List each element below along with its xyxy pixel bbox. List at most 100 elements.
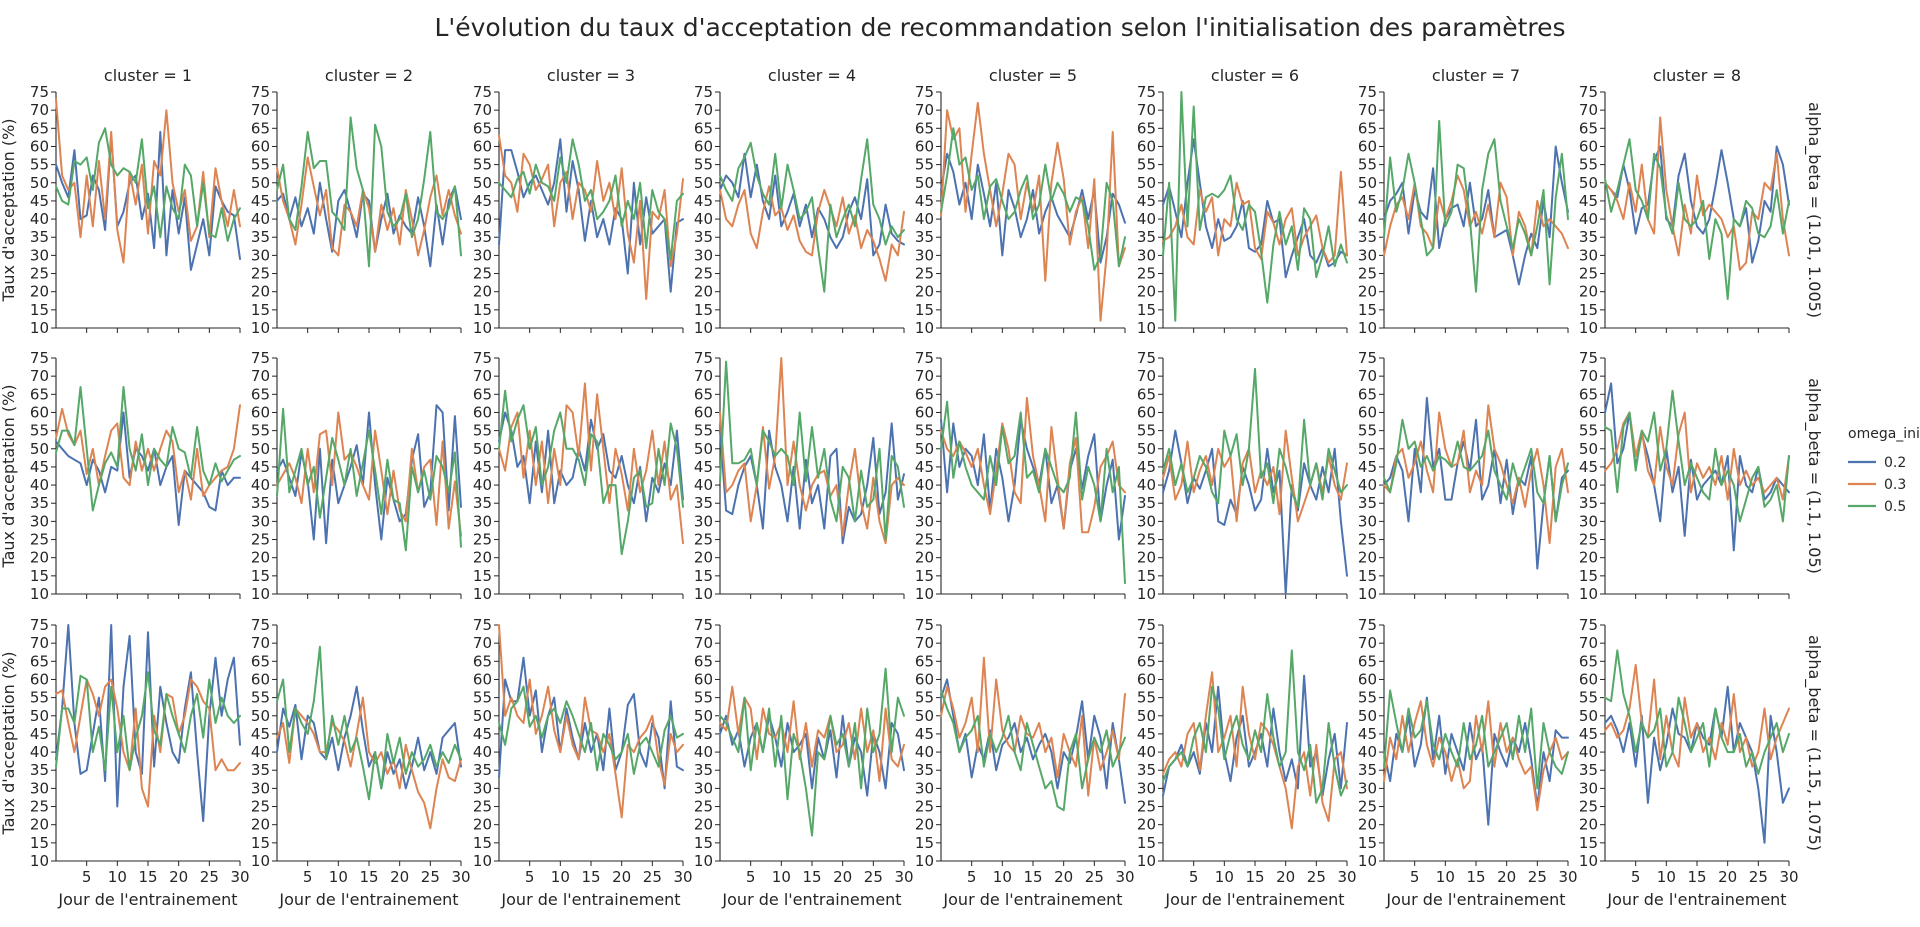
series-line-omega-0.5	[276, 407, 462, 552]
y-tick-label: 20	[915, 283, 934, 301]
y-tick-label: 25	[694, 531, 713, 549]
x-tick-label: 10	[551, 868, 570, 886]
y-tick-label: 30	[694, 246, 713, 264]
y-tick-label: 60	[694, 137, 713, 155]
x-axis-label: Jour de l'entrainement	[1385, 890, 1565, 909]
y-tick-label: 25	[1137, 798, 1156, 816]
y-tick-label: 50	[1579, 707, 1598, 725]
y-tick-label: 75	[1137, 349, 1156, 367]
series-line-omega-0.3	[1162, 671, 1348, 830]
y-tick-label: 65	[1579, 119, 1598, 137]
y-tick-label: 45	[1137, 458, 1156, 476]
series-line-omega-0.5	[1604, 138, 1790, 300]
series-line-omega-0.5	[1162, 367, 1348, 508]
y-tick-label: 75	[473, 83, 492, 101]
series-line-omega-0.5	[1162, 649, 1348, 804]
y-tick-label: 70	[473, 101, 492, 119]
series-line-omega-0.2	[1604, 145, 1790, 264]
series-line-omega-0.5	[276, 645, 462, 801]
y-tick-label: 45	[1358, 725, 1377, 743]
y-tick-label: 50	[694, 707, 713, 725]
y-tick-label: 75	[1137, 83, 1156, 101]
y-tick-label: 35	[251, 228, 270, 246]
y-tick-label: 60	[915, 403, 934, 421]
y-tick-label: 25	[915, 531, 934, 549]
x-tick-label: 10	[772, 868, 791, 886]
series-line-omega-0.5	[1162, 91, 1348, 322]
y-tick-label: 60	[1137, 137, 1156, 155]
y-tick-label: 10	[1358, 585, 1377, 603]
y-tick-label: 75	[915, 83, 934, 101]
column-title: cluster = 6	[1211, 66, 1299, 85]
series-line-omega-0.2	[276, 685, 462, 790]
y-tick-label: 55	[1137, 422, 1156, 440]
y-tick-label: 40	[251, 476, 270, 494]
y-tick-label: 70	[30, 367, 49, 385]
y-tick-label: 40	[915, 210, 934, 228]
y-tick-label: 30	[30, 779, 49, 797]
y-tick-label: 40	[1358, 476, 1377, 494]
y-tick-label: 15	[694, 567, 713, 585]
x-tick-label: 20	[833, 868, 852, 886]
series-line-omega-0.3	[276, 156, 462, 257]
y-tick-label: 40	[694, 476, 713, 494]
y-tick-label: 35	[1137, 494, 1156, 512]
y-tick-label: 65	[30, 652, 49, 670]
y-tick-label: 10	[473, 585, 492, 603]
y-tick-label: 55	[694, 689, 713, 707]
y-tick-label: 20	[694, 549, 713, 567]
y-tick-label: 35	[1358, 761, 1377, 779]
y-tick-label: 45	[1358, 192, 1377, 210]
y-tick-label: 10	[915, 319, 934, 337]
y-tick-label: 25	[473, 531, 492, 549]
y-tick-label: 55	[473, 156, 492, 174]
x-tick-label: 30	[1337, 868, 1356, 886]
y-tick-label: 55	[694, 156, 713, 174]
y-tick-label: 75	[694, 83, 713, 101]
x-tick-label: 30	[1779, 868, 1798, 886]
y-tick-label: 50	[251, 707, 270, 725]
y-tick-label: 55	[251, 156, 270, 174]
y-tick-label: 75	[30, 616, 49, 634]
y-tick-label: 10	[251, 852, 270, 870]
y-tick-label: 60	[915, 670, 934, 688]
series-line-omega-0.2	[719, 152, 905, 257]
series-line-omega-0.5	[498, 685, 684, 775]
y-tick-label: 20	[30, 549, 49, 567]
y-tick-label: 55	[1358, 156, 1377, 174]
y-tick-label: 75	[1579, 83, 1598, 101]
x-tick-label: 20	[169, 868, 188, 886]
series-line-omega-0.2	[55, 130, 241, 271]
series-line-omega-0.2	[498, 411, 684, 523]
column-title: cluster = 3	[547, 66, 635, 85]
y-tick-label: 75	[251, 616, 270, 634]
y-tick-label: 15	[1579, 567, 1598, 585]
y-tick-label: 55	[30, 156, 49, 174]
y-tick-label: 35	[915, 761, 934, 779]
series-line-omega-0.3	[498, 382, 684, 545]
y-tick-label: 65	[694, 385, 713, 403]
column-title: cluster = 5	[989, 66, 1077, 85]
y-tick-label: 75	[473, 349, 492, 367]
y-tick-label: 20	[1358, 549, 1377, 567]
y-tick-label: 10	[473, 319, 492, 337]
series-line-omega-0.2	[940, 678, 1126, 804]
y-tick-label: 15	[1358, 834, 1377, 852]
row-title: alpha_beta = (1.1, 1.05)	[1804, 378, 1824, 574]
y-tick-label: 45	[251, 725, 270, 743]
y-tick-label: 75	[915, 616, 934, 634]
y-tick-label: 20	[1137, 816, 1156, 834]
y-tick-label: 75	[1137, 616, 1156, 634]
x-tick-label: 20	[1497, 868, 1516, 886]
x-tick-label: 10	[329, 868, 348, 886]
y-tick-label: 70	[1579, 367, 1598, 385]
y-tick-label: 20	[1358, 283, 1377, 301]
x-tick-label: 5	[1410, 868, 1420, 886]
